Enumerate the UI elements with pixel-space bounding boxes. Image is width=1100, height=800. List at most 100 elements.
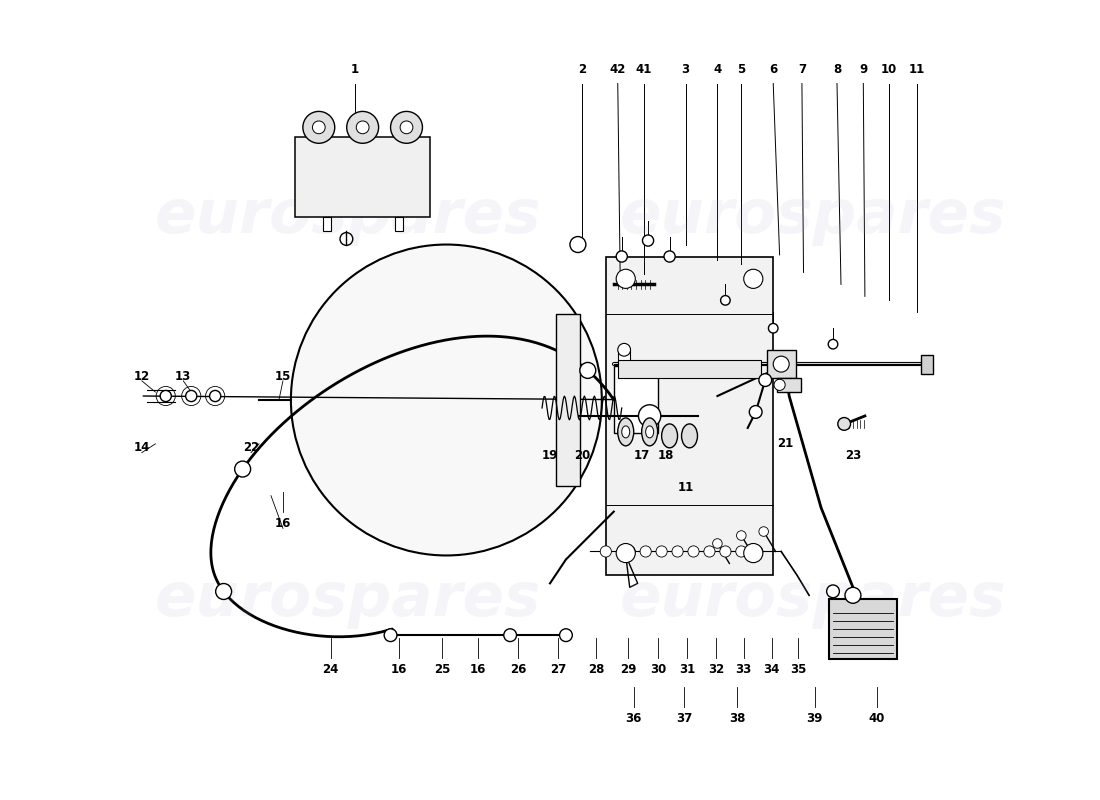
Bar: [614, 366, 658, 434]
Ellipse shape: [682, 424, 697, 448]
Circle shape: [845, 587, 861, 603]
Ellipse shape: [621, 426, 629, 438]
Text: 26: 26: [510, 663, 526, 676]
Circle shape: [601, 546, 612, 557]
Bar: [556, 314, 580, 486]
Text: 41: 41: [636, 62, 652, 76]
Bar: [606, 257, 773, 575]
Text: 2: 2: [578, 62, 586, 76]
Circle shape: [826, 585, 839, 598]
Bar: [618, 360, 761, 378]
Circle shape: [560, 629, 572, 642]
Circle shape: [290, 245, 602, 555]
Bar: [767, 350, 795, 378]
Text: 16: 16: [390, 663, 407, 676]
Text: 31: 31: [679, 663, 695, 676]
Text: 14: 14: [133, 442, 150, 454]
Text: 9: 9: [859, 62, 868, 76]
Circle shape: [759, 526, 769, 536]
Circle shape: [186, 390, 197, 402]
Bar: [353, 127, 372, 137]
Text: 5: 5: [737, 62, 746, 76]
Circle shape: [774, 379, 785, 390]
Circle shape: [570, 237, 586, 253]
Bar: [322, 217, 331, 231]
Text: 16: 16: [275, 517, 292, 530]
Bar: [295, 137, 430, 217]
Bar: [395, 217, 403, 231]
Circle shape: [773, 356, 789, 372]
Circle shape: [736, 546, 747, 557]
Circle shape: [638, 405, 661, 427]
Bar: [829, 599, 896, 659]
Text: 19: 19: [542, 450, 558, 462]
Circle shape: [616, 270, 636, 288]
Circle shape: [312, 121, 326, 134]
Circle shape: [749, 406, 762, 418]
Text: eurospares: eurospares: [619, 570, 1006, 629]
Circle shape: [618, 343, 630, 356]
Bar: [309, 127, 329, 137]
Circle shape: [751, 546, 763, 557]
Text: 10: 10: [881, 62, 896, 76]
Text: 38: 38: [729, 712, 746, 726]
Text: 18: 18: [658, 450, 674, 462]
Circle shape: [664, 251, 675, 262]
Bar: [778, 378, 801, 392]
Circle shape: [688, 546, 700, 557]
Text: 16: 16: [470, 663, 486, 676]
Circle shape: [234, 461, 251, 477]
Text: 11: 11: [909, 62, 925, 76]
Ellipse shape: [641, 418, 658, 446]
Circle shape: [340, 233, 353, 246]
Circle shape: [390, 111, 422, 143]
Circle shape: [384, 629, 397, 642]
Text: 35: 35: [790, 663, 806, 676]
Text: 4: 4: [713, 62, 722, 76]
Text: 22: 22: [243, 442, 260, 454]
Circle shape: [642, 235, 653, 246]
Text: eurospares: eurospares: [155, 187, 541, 246]
Text: 23: 23: [845, 450, 861, 462]
Text: eurospares: eurospares: [619, 187, 1006, 246]
Text: 36: 36: [626, 712, 642, 726]
Text: 39: 39: [806, 712, 823, 726]
Circle shape: [720, 295, 730, 305]
Circle shape: [719, 546, 732, 557]
Text: 37: 37: [675, 712, 692, 726]
Circle shape: [704, 546, 715, 557]
Circle shape: [838, 418, 850, 430]
Circle shape: [216, 583, 232, 599]
Circle shape: [302, 111, 334, 143]
Text: 40: 40: [869, 712, 886, 726]
Circle shape: [210, 390, 221, 402]
Circle shape: [656, 546, 668, 557]
Text: 20: 20: [574, 450, 590, 462]
Text: 28: 28: [588, 663, 604, 676]
Circle shape: [744, 270, 763, 288]
Text: 33: 33: [736, 663, 751, 676]
Text: 17: 17: [634, 450, 650, 462]
Ellipse shape: [646, 426, 653, 438]
Ellipse shape: [618, 418, 634, 446]
Text: 7: 7: [798, 62, 806, 76]
Bar: [618, 350, 629, 366]
Text: 12: 12: [134, 370, 150, 382]
Text: 34: 34: [763, 663, 780, 676]
Text: 13: 13: [175, 370, 191, 382]
Bar: [397, 127, 416, 137]
Text: 29: 29: [620, 663, 636, 676]
Text: 24: 24: [322, 663, 339, 676]
Circle shape: [504, 629, 517, 642]
Circle shape: [616, 543, 636, 562]
Text: 6: 6: [769, 62, 778, 76]
Circle shape: [713, 538, 723, 548]
Text: eurospares: eurospares: [155, 570, 541, 629]
Circle shape: [828, 339, 838, 349]
Circle shape: [624, 546, 636, 557]
Circle shape: [744, 543, 763, 562]
Circle shape: [769, 323, 778, 333]
Text: 15: 15: [275, 370, 292, 382]
Circle shape: [400, 121, 412, 134]
Text: 8: 8: [833, 62, 842, 76]
